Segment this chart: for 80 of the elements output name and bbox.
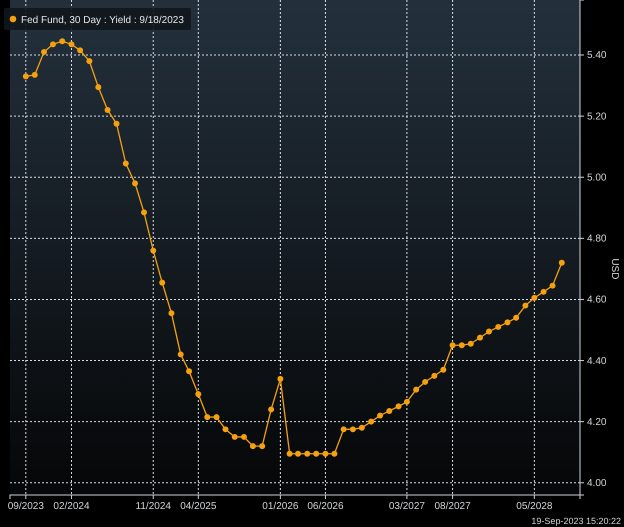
- y-tick-label: 4.00: [587, 478, 607, 489]
- point: [358, 424, 365, 431]
- point: [322, 450, 328, 457]
- point: [413, 386, 420, 393]
- point: [450, 342, 456, 348]
- point: [32, 72, 38, 78]
- point: [277, 376, 284, 382]
- point: [77, 47, 84, 54]
- point: [222, 426, 228, 432]
- point: [50, 41, 56, 48]
- point: [522, 302, 528, 309]
- point: [150, 248, 156, 254]
- point: [86, 58, 92, 64]
- point: [186, 368, 192, 374]
- point: [268, 406, 274, 412]
- point: [232, 434, 238, 440]
- y-tick-label: 4.40: [587, 356, 607, 367]
- point: [259, 443, 266, 450]
- point: [550, 282, 556, 289]
- y-axis-title: USD: [609, 258, 620, 280]
- point: [504, 319, 510, 326]
- point: [558, 260, 565, 266]
- point: [159, 280, 166, 286]
- point: [132, 180, 138, 186]
- point: [168, 310, 174, 316]
- point: [513, 314, 520, 321]
- x-tick-label: 09/2023: [8, 501, 44, 512]
- point: [377, 412, 384, 419]
- point: [486, 328, 492, 335]
- point: [386, 408, 392, 414]
- x-tick-label: 08/2027: [434, 501, 472, 512]
- point: [477, 334, 484, 341]
- x-tick-label: 03/2027: [388, 501, 426, 512]
- x-tick-label: 05/2028: [516, 501, 553, 512]
- point: [396, 403, 402, 410]
- point: [422, 378, 428, 385]
- point: [204, 414, 210, 420]
- point: [141, 209, 147, 216]
- point: [41, 48, 48, 55]
- point: [250, 443, 256, 450]
- point: [114, 120, 120, 127]
- point: [440, 366, 446, 373]
- point: [304, 450, 310, 457]
- y-tick-label: 5.20: [587, 111, 607, 122]
- legend-label: Fed Fund, 30 Day : Yield : 9/18/2023: [21, 15, 184, 26]
- point: [495, 324, 502, 330]
- point: [368, 418, 374, 425]
- x-tick-label: 06/2026: [307, 501, 344, 512]
- x-tick-label: 02/2024: [53, 501, 90, 512]
- x-tick-label: 04/2025: [180, 501, 217, 512]
- point: [531, 294, 538, 301]
- y-tick-label: 4.60: [587, 294, 607, 306]
- point: [68, 41, 74, 48]
- point: [340, 426, 347, 432]
- point: [178, 351, 184, 358]
- y-tick-label: 4.20: [587, 416, 607, 428]
- point: [95, 84, 102, 90]
- point: [22, 73, 29, 80]
- text: 19-Sep-2023 15:20:22: [531, 516, 621, 526]
- point: [313, 450, 320, 457]
- point: [104, 107, 111, 113]
- point: [286, 450, 293, 457]
- point: [540, 288, 547, 295]
- y-tick-label: 5.40: [587, 50, 607, 62]
- point: [295, 450, 301, 457]
- point: [458, 342, 465, 348]
- point: [468, 340, 474, 347]
- point: [404, 398, 410, 405]
- y-tick-label: 5.00: [587, 172, 607, 184]
- x-tick-label: 01/2026: [262, 501, 299, 512]
- point: [122, 160, 129, 166]
- point: [214, 414, 220, 420]
- point: [195, 391, 202, 398]
- point: [331, 450, 338, 457]
- point: [240, 434, 247, 440]
- point: [350, 426, 356, 432]
- y-tick-label: 4.80: [587, 234, 607, 245]
- point: [59, 38, 66, 44]
- x-tick-label: 11/2024: [136, 501, 172, 512]
- point: [431, 372, 438, 379]
